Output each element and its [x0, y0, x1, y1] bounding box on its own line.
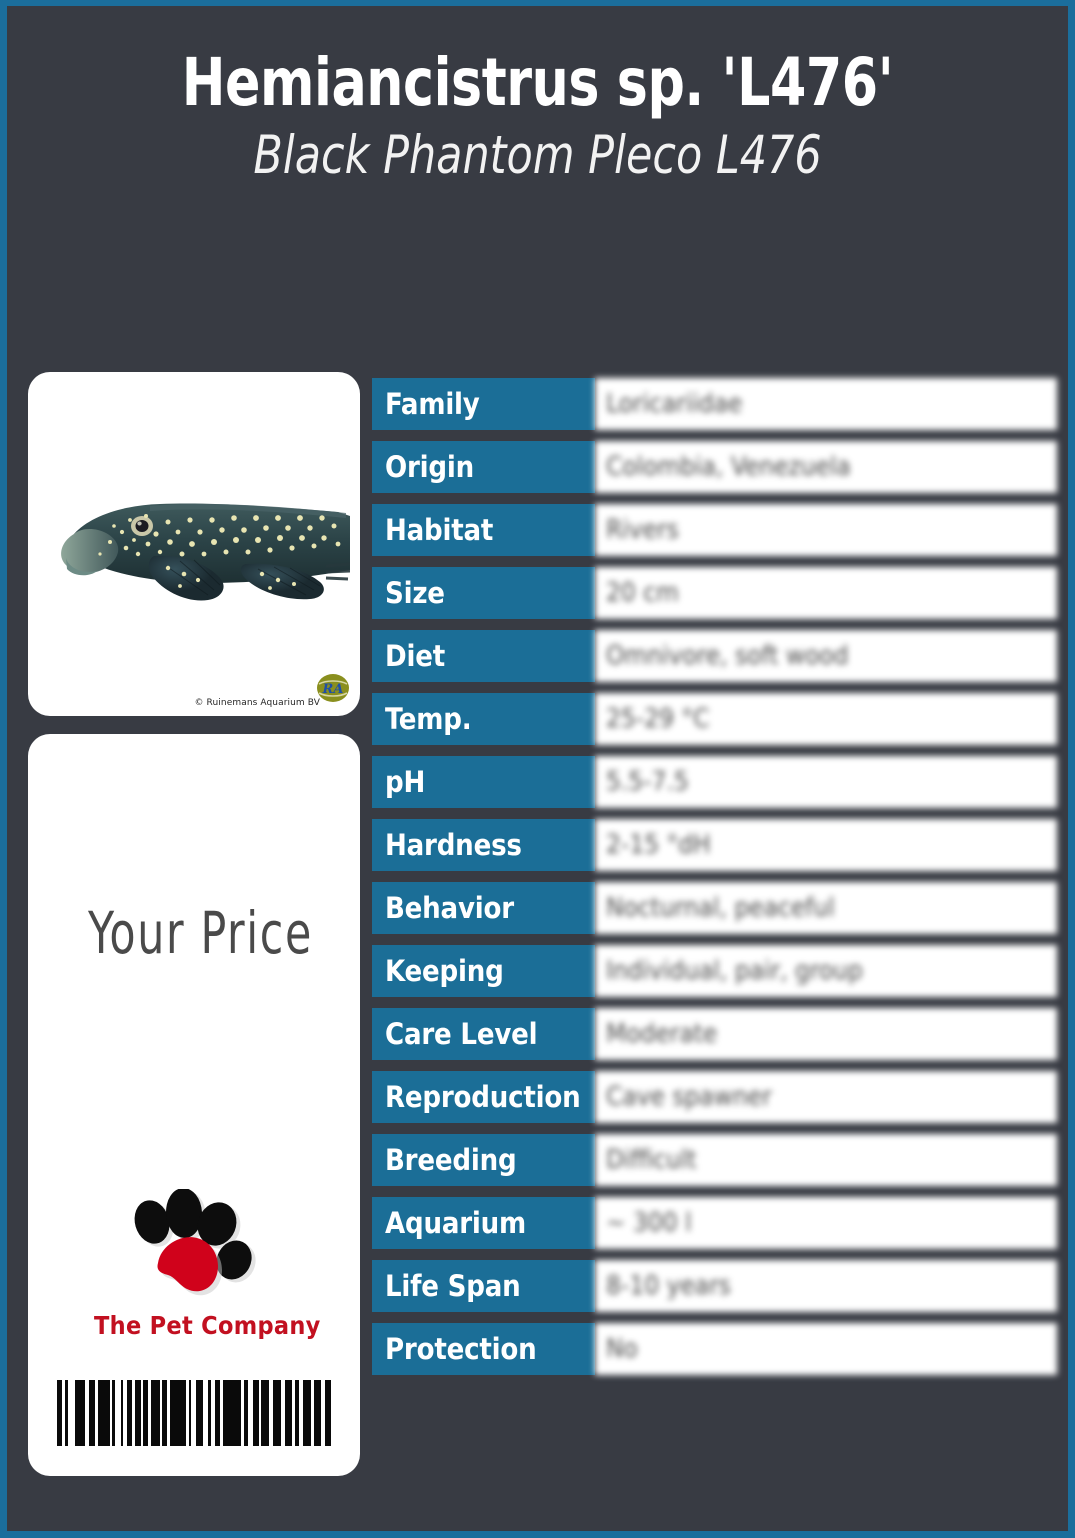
- barcode-bar: [57, 1380, 62, 1446]
- spec-label: Breeding: [372, 1134, 595, 1186]
- spec-value: 5.5-7.5: [595, 756, 1057, 808]
- barcode-bar: [223, 1380, 241, 1446]
- barcode-bar: [189, 1380, 192, 1446]
- barcode-bar: [272, 1380, 282, 1446]
- barcode-bar: [134, 1380, 141, 1446]
- barcode-space: [68, 1380, 75, 1446]
- barcode-bar: [314, 1380, 322, 1446]
- specification-table: Family Loricariidae Origin Colombia, Venezu…: [372, 378, 1057, 1386]
- spec-label: Life Span: [372, 1260, 595, 1312]
- spec-label: Protection: [372, 1323, 595, 1375]
- spec-value: 20 cm: [595, 567, 1057, 619]
- barcode-bar: [244, 1380, 249, 1446]
- barcode-bar: [196, 1380, 204, 1446]
- spec-value: Loricariidae: [595, 378, 1057, 430]
- barcode-bar: [120, 1380, 124, 1446]
- barcode-bar: [207, 1380, 212, 1446]
- barcode-bar: [112, 1380, 115, 1446]
- table-row: Hardness 2-15 °dH: [372, 819, 1057, 871]
- spec-value: Rivers: [595, 504, 1057, 556]
- page-subtitle: Black Phantom Pleco L476: [253, 124, 822, 186]
- spec-value: Cave spawner: [595, 1071, 1057, 1123]
- spec-value: Moderate: [595, 1008, 1057, 1060]
- spec-value: Difficult: [595, 1134, 1057, 1186]
- table-row: Care Level Moderate: [372, 1008, 1057, 1060]
- table-row: Habitat Rivers: [372, 504, 1057, 556]
- barcode-bar: [252, 1380, 259, 1446]
- ruinemans-logo-icon: RA: [317, 674, 349, 702]
- table-row: pH 5.5-7.5: [372, 756, 1057, 808]
- spec-label: Aquarium: [372, 1197, 595, 1249]
- table-row: Diet Omnivore, soft wood: [372, 630, 1057, 682]
- spec-value: Colombia, Venezuela: [595, 441, 1057, 493]
- spec-label: Care Level: [372, 1008, 595, 1060]
- company-logo: The Pet Company: [94, 1189, 321, 1340]
- barcode-bar: [126, 1380, 133, 1446]
- paw-print-icon: [134, 1189, 256, 1296]
- spec-label: Behavior: [372, 882, 595, 934]
- spec-label: Hardness: [372, 819, 595, 871]
- barcode-bar: [260, 1380, 270, 1446]
- barcode-bar: [284, 1380, 292, 1446]
- spec-value: 25-29 °C: [595, 693, 1057, 745]
- barcode-bar: [151, 1380, 160, 1446]
- spec-label: Keeping: [372, 945, 595, 997]
- spec-label: Temp.: [372, 693, 595, 745]
- spec-label: Diet: [372, 630, 595, 682]
- fish-illustration: [61, 503, 350, 601]
- barcode-bar: [88, 1380, 95, 1446]
- table-row: Breeding Difficult: [372, 1134, 1057, 1186]
- company-name: The Pet Company: [94, 1311, 321, 1340]
- spec-label: Family: [372, 378, 595, 430]
- barcode-bar: [303, 1380, 311, 1446]
- table-row: Life Span 8-10 years: [372, 1260, 1057, 1312]
- barcode-bar: [324, 1380, 331, 1446]
- poster-inner: Hemiancistrus sp. 'L476' Black Phantom P…: [7, 6, 1068, 1531]
- fish-image: [28, 372, 360, 716]
- page-title: Hemiancistrus sp. 'L476': [181, 44, 894, 121]
- spec-value: Nocturnal, peaceful: [595, 882, 1057, 934]
- spec-value: ~ 300 l: [595, 1197, 1057, 1249]
- spec-label: Habitat: [372, 504, 595, 556]
- barcode-bar: [143, 1380, 148, 1446]
- copyright-notice: © Ruinemans Aquarium BV: [194, 698, 320, 708]
- table-row: Keeping Individual, pair, group: [372, 945, 1057, 997]
- spec-label: Reproduction: [372, 1071, 595, 1123]
- barcode-bar: [74, 1380, 86, 1446]
- header: Hemiancistrus sp. 'L476' Black Phantom P…: [7, 46, 1068, 191]
- spec-label: Size: [372, 567, 595, 619]
- spec-value: Individual, pair, group: [595, 945, 1057, 997]
- ra-logo-text: RA: [322, 682, 344, 697]
- price-label: Your Price: [87, 899, 313, 967]
- spec-value: 8-10 years: [595, 1260, 1057, 1312]
- spec-value: 2-15 °dH: [595, 819, 1057, 871]
- barcode-bar: [215, 1380, 220, 1446]
- barcode-bar: [98, 1380, 111, 1446]
- barcode-bar: [65, 1380, 68, 1446]
- table-row: Reproduction Cave spawner: [372, 1071, 1057, 1123]
- spec-label: pH: [372, 756, 595, 808]
- photo-card: © Ruinemans Aquarium BV RA: [28, 372, 360, 716]
- table-row: Origin Colombia, Venezuela: [372, 441, 1057, 493]
- price-card: Your Price: [28, 734, 360, 1476]
- table-row: Aquarium ~ 300 l: [372, 1197, 1057, 1249]
- barcode-bar: [170, 1380, 186, 1446]
- table-row: Family Loricariidae: [372, 378, 1057, 430]
- spec-value: Omnivore, soft wood: [595, 630, 1057, 682]
- table-row: Behavior Nocturnal, peaceful: [372, 882, 1057, 934]
- barcode: [57, 1380, 331, 1446]
- table-row: Size 20 cm: [372, 567, 1057, 619]
- barcode-bar: [295, 1380, 299, 1446]
- spec-value: No: [595, 1323, 1057, 1375]
- barcode-bar: [161, 1380, 167, 1446]
- table-row: Temp. 25-29 °C: [372, 693, 1057, 745]
- spec-label: Origin: [372, 441, 595, 493]
- table-row: Protection No: [372, 1323, 1057, 1375]
